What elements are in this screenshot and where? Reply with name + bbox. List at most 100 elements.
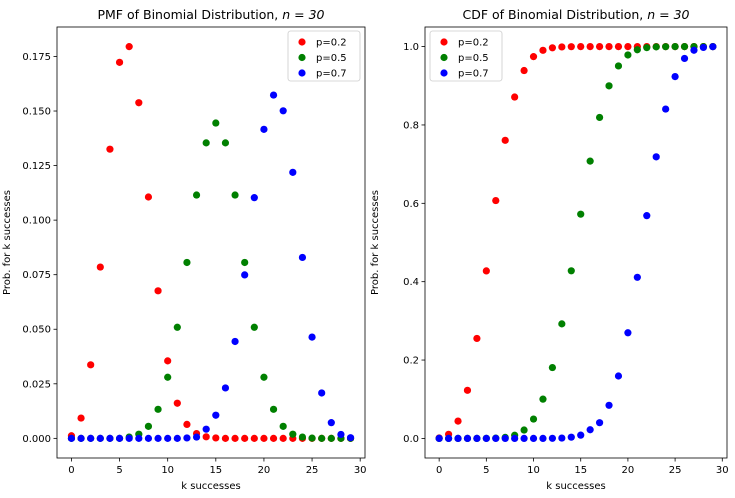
cdf-x-tick-label: 5 xyxy=(483,465,489,476)
cdf-point-p02 xyxy=(567,43,575,51)
cdf-point-p02 xyxy=(586,42,594,51)
pmf-point-p07 xyxy=(173,434,181,442)
cdf-point-p07 xyxy=(690,46,698,54)
cdf-x-tick-label: 0 xyxy=(436,465,442,476)
cdf-y-tick-label: 0.6 xyxy=(403,199,419,210)
pmf-legend-marker-p02 xyxy=(298,38,306,46)
pmf-point-p07 xyxy=(125,434,133,442)
cdf-point-p05 xyxy=(520,426,528,434)
cdf-point-p07 xyxy=(680,54,689,63)
pmf-point-p07 xyxy=(106,434,114,442)
cdf-point-p07 xyxy=(595,419,604,427)
cdf-legend-marker-p07 xyxy=(440,69,448,77)
cdf-point-p02 xyxy=(454,417,462,425)
pmf-legend-box xyxy=(287,30,361,82)
pmf-legend-label-p05: p=0.5 xyxy=(316,53,347,64)
cdf-point-p02 xyxy=(463,386,472,394)
pmf-point-p07 xyxy=(269,91,278,99)
pmf-y-tick-label: 0.025 xyxy=(22,379,51,390)
pmf-point-p02 xyxy=(115,58,124,66)
cdf-point-p07 xyxy=(586,426,594,434)
cdf-point-p07 xyxy=(492,434,500,443)
cdf-point-p07 xyxy=(539,434,547,443)
pmf-point-p02 xyxy=(279,434,287,442)
cdf-point-p07 xyxy=(454,434,462,443)
cdf-point-p05 xyxy=(595,113,604,122)
cdf-point-p07 xyxy=(624,329,632,337)
pmf-point-p02 xyxy=(144,193,153,201)
pmf-point-p07 xyxy=(327,419,335,427)
pmf-point-p07 xyxy=(183,434,191,442)
cdf-point-p05 xyxy=(548,363,557,372)
cdf-point-p07 xyxy=(511,434,519,443)
pmf-point-p07 xyxy=(250,194,258,202)
cdf-point-p07 xyxy=(577,431,585,439)
cdf-point-p07 xyxy=(671,73,679,81)
pmf-point-p02 xyxy=(212,434,220,442)
pmf-point-p02 xyxy=(241,434,249,442)
pmf-point-p07 xyxy=(308,333,316,341)
cdf-x-tick-label: 15 xyxy=(574,465,587,476)
pmf-x-tick-label: 20 xyxy=(258,465,271,476)
pmf-point-p05 xyxy=(212,119,220,127)
cdf-point-p02 xyxy=(511,93,519,101)
cdf-point-p07 xyxy=(567,433,575,441)
pmf-y-tick-label: 0.075 xyxy=(22,270,51,281)
cdf-point-p05 xyxy=(633,46,641,54)
pmf-axes-frame xyxy=(56,26,366,459)
cdf-point-p02 xyxy=(520,66,528,75)
pmf-legend-label-p07: p=0.7 xyxy=(316,69,347,80)
pmf-legend-marker-p05 xyxy=(298,53,306,62)
cdf-x-tick-label: 25 xyxy=(669,465,682,476)
pmf-point-p07 xyxy=(154,434,162,442)
pmf-point-p07 xyxy=(96,434,104,442)
pmf-point-p07 xyxy=(87,434,95,442)
pmf-point-p07 xyxy=(144,434,153,442)
pmf-point-p02 xyxy=(87,361,95,369)
pmf-point-p05 xyxy=(260,373,268,381)
cdf-point-p02 xyxy=(501,136,509,144)
pmf-point-p05 xyxy=(144,422,153,430)
pmf-point-p07 xyxy=(346,434,355,442)
pmf-point-p02 xyxy=(77,414,85,422)
pmf-point-p07 xyxy=(202,425,210,433)
pmf-point-p02 xyxy=(202,433,210,441)
pmf-legend-marker-p07 xyxy=(298,69,306,77)
pmf-point-p05 xyxy=(241,258,249,267)
pmf-y-tick-label: 0.050 xyxy=(22,325,51,336)
pmf-y-tick-label: 0.125 xyxy=(22,161,51,172)
pmf-point-p02 xyxy=(231,434,239,442)
pmf-point-p05 xyxy=(231,191,239,199)
cdf-point-p07 xyxy=(473,434,481,443)
cdf-point-p05 xyxy=(624,51,632,59)
cdf-point-p07 xyxy=(501,434,509,443)
cdf-point-p02 xyxy=(558,43,566,51)
pmf-point-p05 xyxy=(164,373,172,381)
pmf-chart-title: PMF of Binomial Distribution, n = 30 xyxy=(97,7,324,22)
pmf-point-p02 xyxy=(250,434,258,442)
cdf-y-tick-label: 0.2 xyxy=(403,356,419,367)
cdf-point-p07 xyxy=(529,434,538,443)
pmf-y-axis-label: Prob. for k successes xyxy=(2,190,13,295)
pmf-point-p05 xyxy=(202,139,210,147)
cdf-point-p07 xyxy=(463,434,472,443)
cdf-point-p02 xyxy=(492,196,500,205)
pmf-point-p05 xyxy=(154,405,162,413)
cdf-legend-marker-p05 xyxy=(440,53,448,62)
pmf-point-p02 xyxy=(260,434,268,442)
cdf-point-p02 xyxy=(539,46,547,54)
cdf-point-p05 xyxy=(662,43,670,51)
cdf-point-p02 xyxy=(595,42,604,51)
cdf-point-p05 xyxy=(680,42,689,51)
cdf-axes-frame xyxy=(424,26,728,459)
pmf-point-p07 xyxy=(241,271,249,279)
pmf-point-p07 xyxy=(164,434,172,442)
cdf-point-p05 xyxy=(529,415,538,423)
pmf-point-p05 xyxy=(183,258,191,267)
pmf-y-tick-label: 0.000 xyxy=(22,434,51,445)
cdf-legend-label-p07: p=0.7 xyxy=(458,69,489,80)
cdf-point-p05 xyxy=(643,44,651,52)
cdf-legend-label-p05: p=0.5 xyxy=(458,53,489,64)
cdf-panel: 0 5 10 15 20 25 30 0.0 0.2 0.4 0.6 0.8 1.0 CDF of Bin… xyxy=(370,7,729,492)
cdf-point-p05 xyxy=(652,43,660,51)
